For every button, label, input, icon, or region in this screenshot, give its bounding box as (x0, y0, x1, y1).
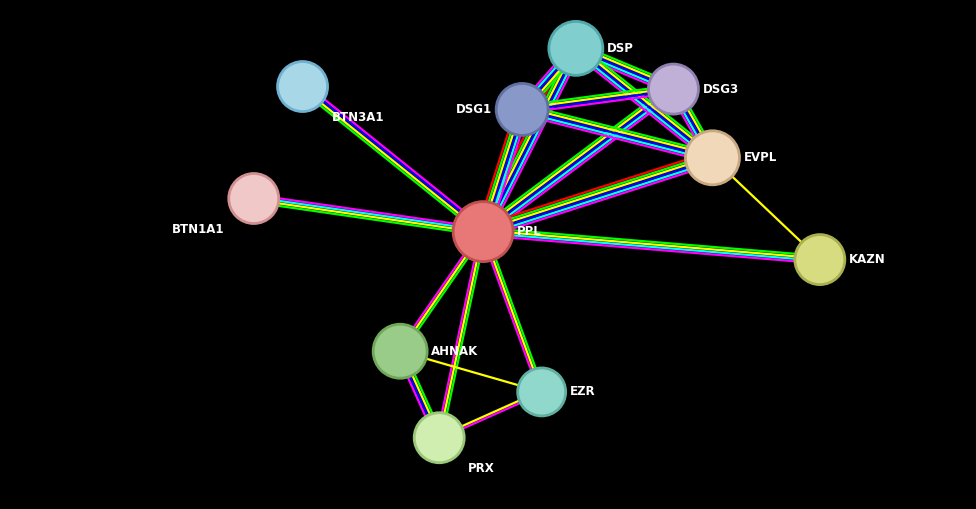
Circle shape (373, 324, 427, 378)
Circle shape (496, 83, 549, 135)
Text: BTN3A1: BTN3A1 (332, 110, 385, 124)
Text: AHNAK: AHNAK (431, 345, 478, 358)
Circle shape (453, 202, 513, 262)
Circle shape (648, 64, 699, 114)
Text: DSP: DSP (607, 42, 633, 55)
Text: DSG3: DSG3 (703, 82, 739, 96)
Text: PPL: PPL (517, 225, 542, 238)
Circle shape (517, 368, 566, 416)
Text: PRX: PRX (468, 462, 495, 475)
Circle shape (414, 413, 465, 463)
Text: EZR: EZR (570, 385, 595, 399)
Circle shape (685, 131, 740, 185)
Circle shape (549, 21, 603, 75)
Circle shape (228, 174, 279, 223)
Text: KAZN: KAZN (849, 253, 885, 266)
Text: DSG1: DSG1 (456, 103, 492, 116)
Circle shape (794, 235, 845, 285)
Text: EVPL: EVPL (744, 151, 777, 164)
Text: BTN1A1: BTN1A1 (172, 222, 224, 236)
Circle shape (277, 62, 328, 111)
